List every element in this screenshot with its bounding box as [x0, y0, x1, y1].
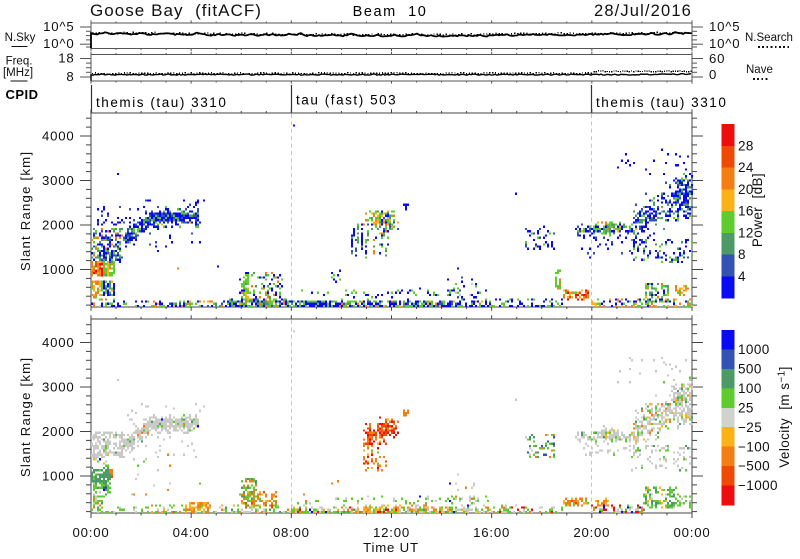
- svg-text:10^5: 10^5: [709, 19, 740, 34]
- svg-text:3000: 3000: [42, 173, 75, 188]
- svg-text:20:00: 20:00: [573, 525, 610, 540]
- svg-text:3000: 3000: [42, 380, 75, 395]
- svg-text:08:00: 08:00: [273, 525, 310, 540]
- svg-text:CPID: CPID: [5, 87, 38, 102]
- svg-text:themis (tau) 3310: themis (tau) 3310: [596, 95, 727, 110]
- svg-text:00:00: 00:00: [673, 525, 710, 540]
- svg-text:−100: −100: [738, 439, 770, 454]
- svg-text:16: 16: [738, 204, 754, 219]
- svg-text:28: 28: [738, 138, 754, 153]
- svg-text:Goose Bay (fitACF): Goose Bay (fitACF): [90, 1, 262, 20]
- svg-text:10^0: 10^0: [709, 36, 740, 51]
- svg-text:12:00: 12:00: [373, 525, 410, 540]
- svg-text:16:00: 16:00: [473, 525, 510, 540]
- svg-text:1000: 1000: [42, 262, 75, 277]
- svg-text:Nave: Nave: [746, 64, 773, 76]
- svg-text:tau (fast) 503: tau (fast) 503: [296, 93, 397, 108]
- svg-text:2000: 2000: [42, 424, 75, 439]
- svg-text:1000: 1000: [42, 469, 75, 484]
- svg-text:themis (tau) 3310: themis (tau) 3310: [96, 95, 227, 110]
- svg-text:8: 8: [738, 247, 746, 262]
- svg-text:Beam 10: Beam 10: [353, 4, 428, 20]
- svg-text:12: 12: [738, 225, 754, 240]
- svg-text:−1000: −1000: [738, 478, 778, 493]
- svg-text:20: 20: [738, 182, 754, 197]
- svg-text:N.Sky: N.Sky: [5, 32, 36, 44]
- svg-text:8: 8: [66, 69, 74, 84]
- svg-text:1000: 1000: [738, 342, 770, 357]
- svg-text:2000: 2000: [42, 218, 75, 233]
- svg-text:Freq.: Freq.: [6, 56, 33, 68]
- svg-text:4000: 4000: [42, 335, 75, 350]
- svg-text:10^0: 10^0: [43, 36, 74, 51]
- svg-text:04:00: 04:00: [173, 525, 210, 540]
- svg-text:00:00: 00:00: [72, 525, 109, 540]
- svg-text:Velocity [m s−1]: Velocity [m s−1]: [777, 366, 793, 467]
- svg-text:0: 0: [709, 67, 717, 82]
- svg-text:4000: 4000: [42, 129, 75, 144]
- svg-text:28/Jul/2016: 28/Jul/2016: [594, 2, 692, 20]
- svg-text:18: 18: [58, 51, 74, 66]
- svg-text:500: 500: [738, 362, 762, 377]
- svg-text:Slant Range [km]: Slant Range [km]: [18, 357, 33, 477]
- svg-text:60: 60: [709, 51, 725, 66]
- svg-text:−500: −500: [738, 459, 770, 474]
- svg-text:10^5: 10^5: [43, 19, 74, 34]
- svg-text:−25: −25: [738, 420, 762, 435]
- svg-text:Slant Range [km]: Slant Range [km]: [18, 151, 33, 271]
- svg-text:Power [dB]: Power [dB]: [750, 173, 765, 247]
- svg-text:24: 24: [738, 160, 754, 175]
- svg-text:4: 4: [738, 269, 746, 284]
- svg-text:25: 25: [738, 400, 754, 415]
- svg-text:Time UT: Time UT: [363, 540, 419, 554]
- svg-text:N.Search: N.Search: [745, 32, 793, 44]
- svg-text:100: 100: [738, 381, 762, 396]
- svg-text:[MHz]: [MHz]: [3, 67, 33, 79]
